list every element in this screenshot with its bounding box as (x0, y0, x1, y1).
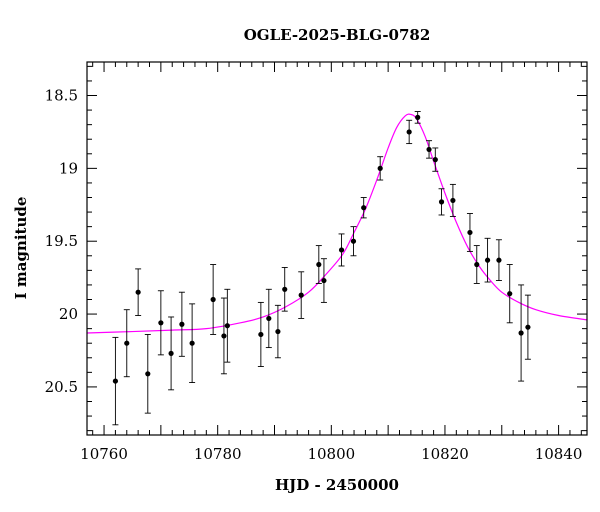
x-tick-label: 10840 (535, 445, 583, 463)
model-curve-layer (87, 113, 587, 334)
data-point (315, 245, 322, 284)
y-tick-label: 20 (59, 305, 78, 323)
x-tick-label: 10820 (421, 445, 469, 463)
model-curve (87, 113, 587, 334)
data-point (350, 226, 357, 257)
data-marker (112, 378, 119, 384)
data-marker (496, 257, 502, 263)
data-point (360, 197, 367, 219)
data-point (473, 245, 480, 284)
data-point (281, 266, 288, 312)
data-marker (158, 320, 164, 326)
data-marker (266, 315, 272, 322)
x-tick-label: 10780 (194, 445, 242, 463)
x-tick-labels: 10760 10780 10800 10820 10840 (80, 445, 582, 463)
y-tick-label: 20.5 (45, 378, 78, 396)
data-point (298, 271, 305, 319)
data-marker (189, 340, 195, 346)
data-point (377, 156, 384, 181)
data-marker (124, 340, 130, 346)
data-marker (484, 257, 491, 263)
data-marker (467, 229, 473, 236)
data-marker (438, 199, 445, 205)
plot-area (87, 111, 587, 426)
data-point (210, 264, 217, 335)
data-marker (135, 289, 141, 295)
data-marker (525, 324, 531, 330)
plot-frame (86, 61, 588, 436)
data-marker (406, 129, 412, 135)
data-point (449, 183, 456, 217)
data-point (224, 288, 231, 363)
data-point (495, 239, 502, 282)
data-marker (432, 157, 438, 163)
data-point (338, 233, 345, 267)
data-point (135, 268, 142, 316)
data-marker (221, 333, 227, 339)
data-marker (518, 330, 524, 336)
data-marker (316, 261, 322, 268)
data-marker (168, 350, 174, 357)
y-tick-label: 19.5 (45, 232, 78, 250)
data-point (112, 336, 119, 426)
data-point (426, 140, 433, 159)
data-point (320, 258, 327, 303)
data-marker (426, 146, 432, 153)
x-tick-label: 10760 (80, 445, 128, 463)
data-marker (258, 331, 264, 338)
data-marker (377, 165, 383, 171)
data-point (274, 304, 281, 359)
data-marker (350, 238, 357, 244)
data-marker (450, 197, 456, 204)
data-point (189, 303, 196, 383)
data-point (524, 294, 531, 360)
axis-ticks (87, 62, 587, 435)
data-point (220, 297, 227, 375)
data-marker (507, 291, 513, 297)
data-point (518, 284, 525, 382)
data-point (168, 316, 175, 391)
data-point (484, 237, 491, 283)
data-points-layer (112, 111, 531, 426)
y-tick-labels: 18.5 19 19.5 20 20.5 (45, 87, 78, 396)
data-point (438, 188, 445, 216)
data-point (144, 334, 151, 414)
data-point (406, 119, 413, 145)
data-marker (275, 328, 281, 335)
data-marker (210, 296, 216, 303)
y-tick-label: 19 (59, 159, 78, 177)
y-axis-label: I magnitude (12, 197, 30, 300)
data-point (466, 213, 473, 252)
data-point (257, 301, 264, 367)
y-tick-label: 18.5 (45, 87, 78, 105)
data-marker (474, 261, 480, 268)
data-point (157, 290, 164, 356)
data-point (178, 291, 185, 357)
data-point (265, 288, 272, 349)
data-marker (298, 292, 304, 298)
data-marker (338, 247, 345, 253)
data-point (414, 111, 421, 124)
data-marker (361, 205, 367, 211)
data-point (432, 147, 439, 172)
data-marker (321, 277, 327, 284)
data-marker (282, 286, 288, 292)
data-marker (224, 323, 230, 329)
x-axis-label: HJD - 2450000 (275, 476, 399, 494)
chart-title: OGLE-2025-BLG-0782 (244, 26, 431, 44)
data-marker (415, 114, 421, 120)
data-marker (145, 371, 151, 377)
data-marker (179, 321, 185, 327)
x-tick-label: 10800 (307, 445, 355, 463)
data-point (506, 264, 513, 324)
data-point (123, 309, 130, 378)
